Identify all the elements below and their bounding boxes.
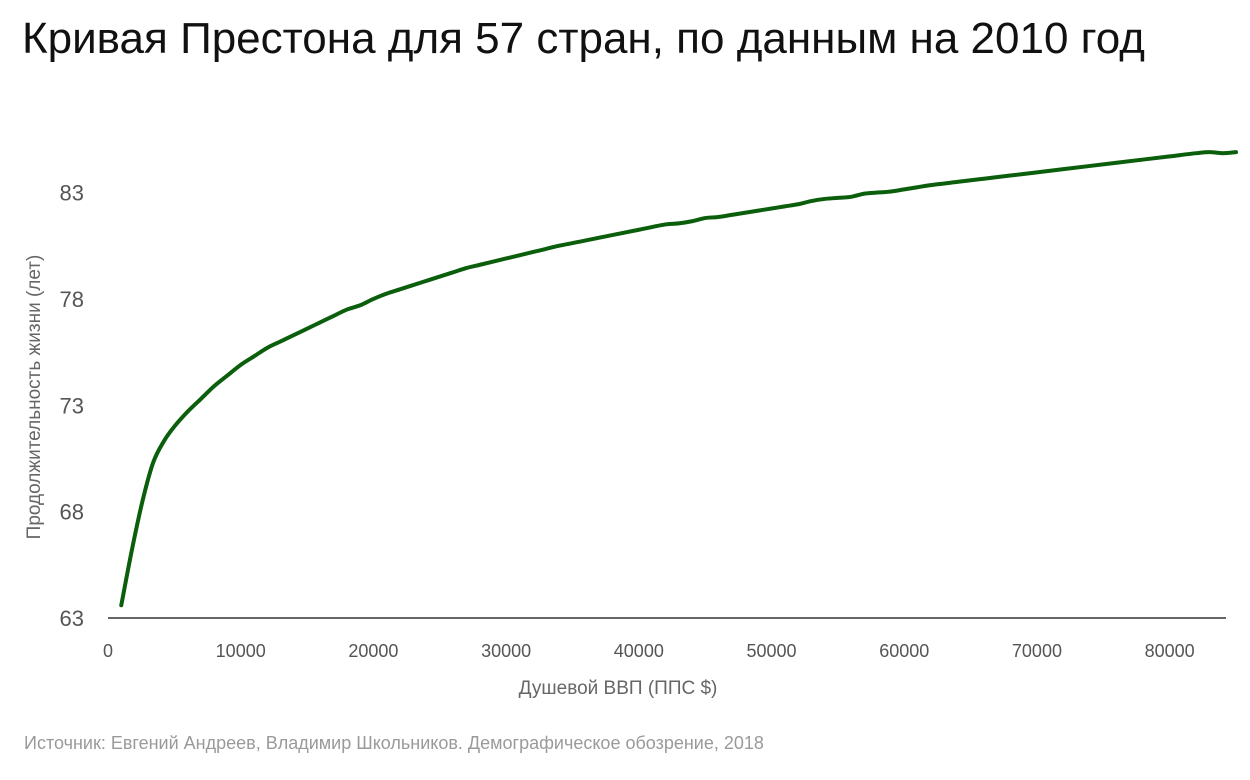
x-tick-label: 30000	[481, 641, 531, 661]
y-tick-label: 68	[60, 500, 84, 525]
source-note: Источник: Евгений Андреев, Владимир Школ…	[24, 733, 764, 753]
x-tick-label: 60000	[879, 641, 929, 661]
x-tick-label: 0	[103, 641, 113, 661]
x-tick-label: 50000	[746, 641, 796, 661]
y-tick-label: 78	[60, 287, 84, 312]
y-axis-title: Продолжительность жизни (лет)	[24, 255, 45, 540]
x-axis-ticks: 0 10000 20000 30000 40000 50000 60000 70000 8000…	[103, 641, 1195, 661]
series-line	[119, 150, 1238, 608]
chart-title: Кривая Престона для 57 стран, по данным …	[22, 14, 1145, 63]
x-tick-label: 70000	[1012, 641, 1062, 661]
x-axis-title: Душевой ВВП (ППС $)	[519, 678, 718, 699]
x-tick-label: 10000	[216, 641, 266, 661]
y-tick-label: 83	[60, 181, 84, 206]
y-tick-label: 73	[60, 393, 84, 418]
y-axis-ticks: 63 68 73 78 83	[60, 181, 84, 631]
x-tick-label: 20000	[348, 641, 398, 661]
x-tick-label: 40000	[614, 641, 664, 661]
y-tick-label: 63	[60, 606, 84, 631]
x-tick-label: 80000	[1145, 641, 1195, 661]
